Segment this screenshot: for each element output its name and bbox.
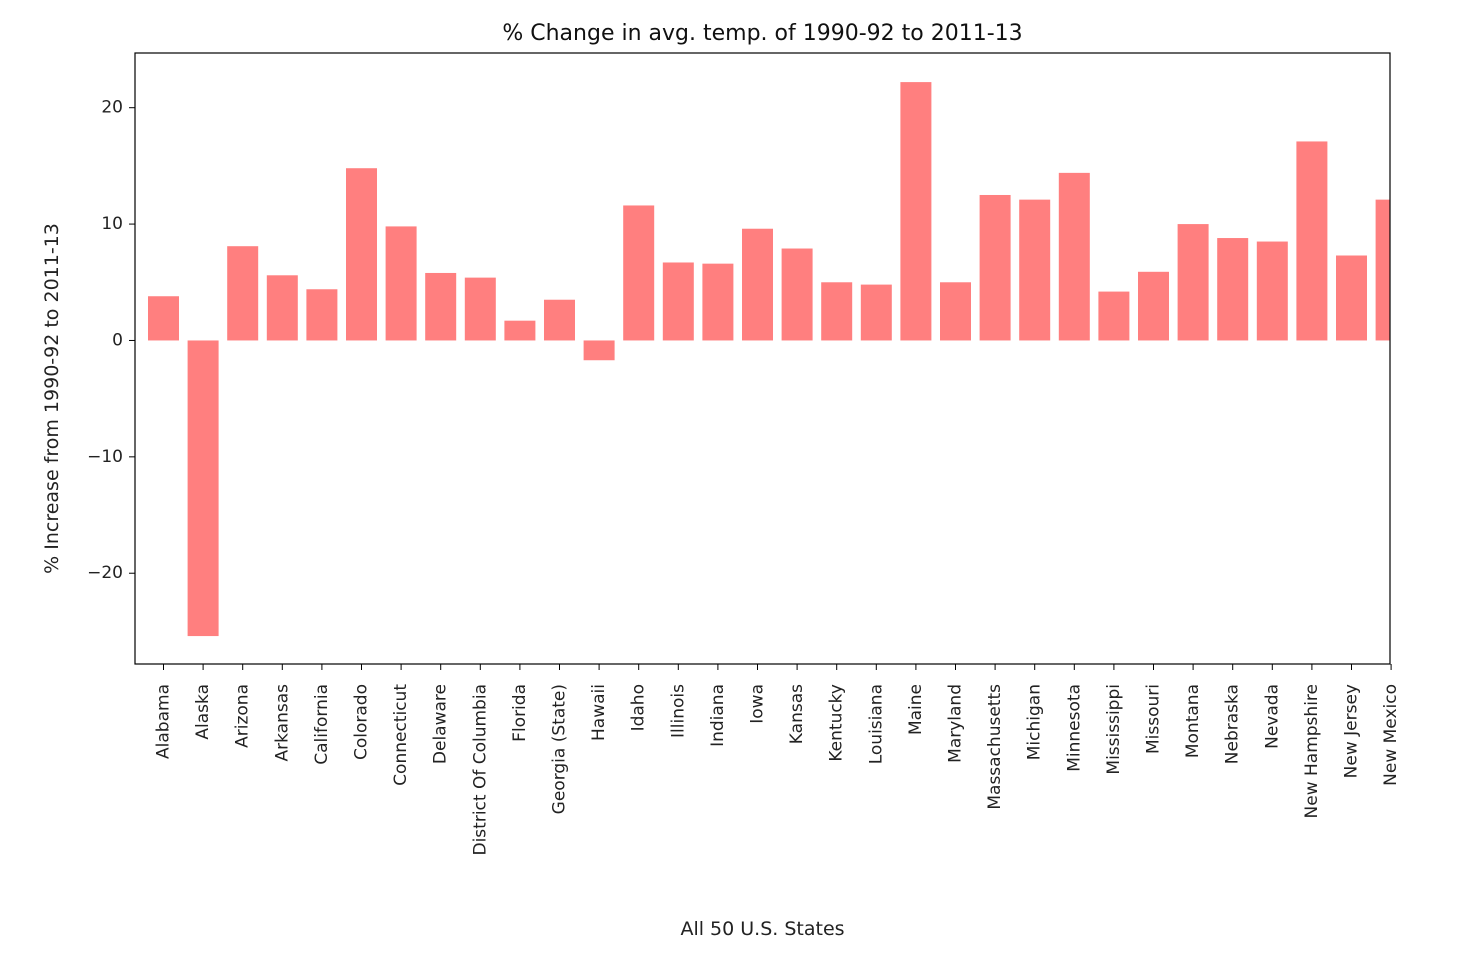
bar xyxy=(900,82,932,341)
x-tick-label: Georgia (State) xyxy=(550,684,570,814)
x-tick-label: Kansas xyxy=(787,684,807,744)
bar xyxy=(1019,199,1051,341)
x-tick-label: Kentucky xyxy=(827,684,847,762)
bar xyxy=(781,248,813,341)
bar xyxy=(940,282,971,341)
bars-group xyxy=(148,82,1390,637)
bar xyxy=(742,228,773,341)
x-tick-label: Delaware xyxy=(431,684,451,764)
y-tick-label: 0 xyxy=(112,330,123,350)
bar xyxy=(1256,241,1288,341)
y-tick-label: −10 xyxy=(87,447,123,467)
x-tick-label: Missouri xyxy=(1144,684,1164,754)
bar xyxy=(266,275,298,341)
bar xyxy=(583,340,615,361)
bar xyxy=(306,289,338,341)
plot-frame xyxy=(134,52,1391,665)
x-tick-label: Louisiana xyxy=(866,684,886,764)
x-tick-label: New Hampshire xyxy=(1302,684,1322,818)
bar xyxy=(544,299,575,341)
y-tick-label: 20 xyxy=(101,98,123,118)
x-axis-label: All 50 U.S. States xyxy=(680,918,844,940)
x-tick-label: Nevada xyxy=(1262,684,1282,749)
x-tick-label: Illinois xyxy=(668,684,688,738)
bar xyxy=(623,205,655,341)
x-tick-label: Massachusetts xyxy=(985,684,1005,810)
x-tick-label: Mississippi xyxy=(1104,684,1124,775)
x-tick-label: Michigan xyxy=(1025,684,1045,760)
bar xyxy=(464,277,496,341)
bar xyxy=(979,194,1011,341)
x-tick-label: Indiana xyxy=(708,684,728,747)
x-tick-label: Idaho xyxy=(629,684,649,731)
bar xyxy=(187,340,219,637)
x-tick-label: Montana xyxy=(1183,684,1203,758)
x-tick-label: District Of Columbia xyxy=(470,684,490,856)
x-tick-label: Iowa xyxy=(748,684,768,724)
y-tick-label: 10 xyxy=(101,214,123,234)
x-tick-label: New Jersey xyxy=(1342,684,1362,778)
x-tick-label: Alaska xyxy=(193,684,213,740)
bar xyxy=(702,263,734,341)
bar xyxy=(425,272,457,341)
x-tick-label: Colorado xyxy=(352,684,372,760)
x-axis-ticks: Alabama Alaska Arizona Arkansas California Co… xyxy=(154,664,1401,856)
bar xyxy=(227,246,259,341)
y-axis-ticks: −20 −10 0 10 20 xyxy=(87,98,135,583)
bar xyxy=(1375,199,1390,341)
bar xyxy=(1217,238,1249,341)
x-tick-label: New Mexico xyxy=(1381,684,1401,786)
bar xyxy=(1177,224,1209,341)
bar xyxy=(504,320,536,341)
y-axis-label: % Increase from 1990-92 to 2011-13 xyxy=(41,223,63,574)
bar xyxy=(1336,255,1367,341)
x-tick-label: Connecticut xyxy=(391,684,411,786)
x-tick-label: Minnesota xyxy=(1064,684,1084,772)
chart-title: % Change in avg. temp. of 1990-92 to 201… xyxy=(502,21,1022,46)
x-tick-label: California xyxy=(312,684,332,765)
y-tick-label: −20 xyxy=(87,563,123,583)
bar xyxy=(860,284,892,341)
bar xyxy=(148,296,179,341)
bar xyxy=(1098,291,1130,341)
bar xyxy=(1058,172,1090,341)
bar xyxy=(346,168,377,341)
x-tick-label: Maryland xyxy=(946,684,966,763)
x-tick-label: Hawaii xyxy=(589,684,609,741)
bar xyxy=(1138,271,1169,341)
x-tick-label: Alabama xyxy=(154,684,174,759)
x-tick-label: Maine xyxy=(906,684,926,735)
x-tick-label: Nebraska xyxy=(1223,684,1243,764)
bar xyxy=(821,282,853,341)
x-tick-label: Arkansas xyxy=(272,684,292,762)
x-tick-label: Arizona xyxy=(233,684,253,748)
bar xyxy=(662,262,694,341)
bar xyxy=(1296,141,1328,341)
bar xyxy=(385,226,417,341)
x-tick-label: Florida xyxy=(510,684,530,742)
